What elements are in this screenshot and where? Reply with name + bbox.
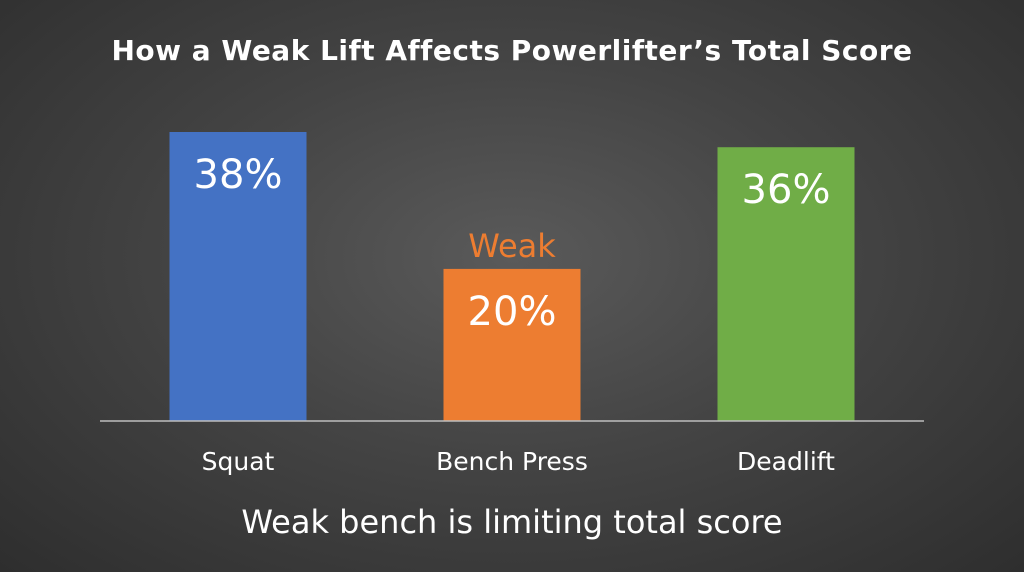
bars-group [169, 132, 855, 422]
value-label-squat: 38% [194, 152, 283, 198]
category-label-bench-press: Bench Press [436, 447, 588, 476]
bar-squat [169, 132, 307, 421]
chart-subtitle: Weak bench is limiting total score [241, 503, 783, 541]
chart-title: How a Weak Lift Affects Powerlifter’s To… [111, 34, 913, 67]
value-label-bench-press: 20% [468, 289, 557, 335]
bar-deadlift [717, 147, 855, 422]
labels-group: 38% Squat 20% Bench Press Weak 36% Deadlift [194, 152, 836, 476]
value-label-deadlift: 36% [742, 167, 831, 213]
category-label-squat: Squat [202, 447, 275, 476]
bar-bench-press [443, 268, 581, 421]
category-label-deadlift: Deadlift [737, 447, 835, 476]
annotation-weak: Weak [468, 227, 556, 265]
